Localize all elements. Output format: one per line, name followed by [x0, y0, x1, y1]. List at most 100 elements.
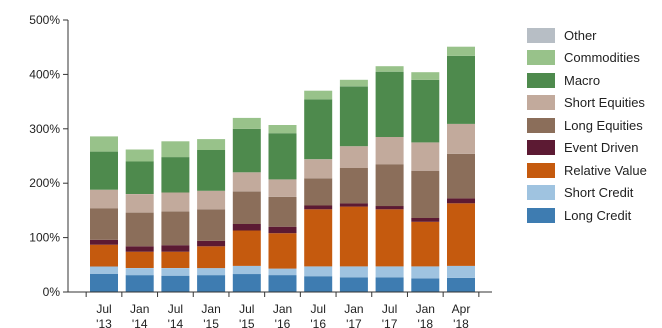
bar-segment: [125, 212, 154, 247]
bar-segment: [304, 266, 333, 277]
legend-label: Relative Value: [564, 162, 647, 178]
legend-swatch: [527, 185, 555, 201]
x-tick-label: Jan '15: [201, 302, 220, 328]
legend-item: Commodities: [527, 47, 647, 70]
legend-label: Short Credit: [564, 185, 634, 201]
bar-segment: [90, 208, 118, 240]
bar-segment: [161, 192, 190, 212]
bar-segment: [304, 159, 333, 179]
legend-label: Other: [564, 27, 597, 43]
bar-segment: [125, 194, 154, 213]
legend-label: Event Driven: [564, 140, 639, 156]
legend-swatch: [527, 72, 555, 88]
bar-segment: [197, 246, 226, 269]
legend-swatch: [527, 50, 555, 66]
bar-segment: [232, 274, 261, 292]
bar-segment: [411, 266, 440, 279]
bar-segment: [375, 209, 404, 267]
bar-segment: [125, 251, 154, 268]
bar-segment: [304, 209, 333, 267]
bar-segment: [90, 239, 118, 245]
x-tick-label: Jul '17: [382, 302, 398, 328]
bar-segment: [411, 79, 440, 143]
legend-item: Long Credit: [527, 204, 647, 227]
bar-segment: [232, 265, 261, 275]
x-tick-label: Jan '16: [273, 302, 292, 328]
bar-segment: [339, 168, 368, 204]
bar-segment: [375, 277, 404, 292]
bar-segment: [90, 274, 118, 292]
bar-segment: [375, 137, 404, 165]
bar-segment: [339, 277, 368, 292]
bar-segment: [197, 268, 226, 276]
legend-item: Other: [527, 24, 647, 47]
x-tick-label: Jul '14: [168, 302, 184, 328]
bar-segment: [268, 196, 297, 227]
bar-segment: [161, 268, 190, 276]
legend-item: Short Credit: [527, 182, 647, 205]
legend-swatch: [527, 162, 555, 178]
bar-segment: [232, 117, 261, 129]
bar-segment: [197, 139, 226, 150]
bar-segment: [232, 191, 261, 224]
bar-segment: [375, 66, 404, 72]
chart-legend: Other Commodities Macro Short Equities Long …: [527, 24, 647, 227]
bar-segment: [90, 136, 118, 152]
bar-segment: [232, 230, 261, 266]
x-tick-label: Jul '15: [239, 302, 255, 328]
bar-segment: [197, 209, 226, 241]
bar-segment: [197, 275, 226, 292]
legend-item: Event Driven: [527, 137, 647, 160]
bars-group: [90, 46, 475, 292]
bar-segment: [447, 265, 475, 278]
bar-segment: [232, 224, 261, 231]
x-tick-label: Jan '18: [416, 302, 435, 328]
y-tick-label: 100%: [29, 231, 60, 245]
bar-segment: [375, 164, 404, 207]
x-tick-label: Jan '17: [344, 302, 363, 328]
bar-segment: [375, 206, 404, 210]
bar-segment: [304, 90, 333, 100]
y-tick-label: 500%: [29, 13, 60, 27]
bar-segment: [304, 205, 333, 210]
bar-segment: [411, 221, 440, 267]
bar-segment: [125, 246, 154, 252]
bar-segment: [411, 142, 440, 171]
bar-segment: [161, 211, 190, 246]
y-tick-label: 400%: [29, 67, 60, 81]
bar-segment: [90, 266, 118, 274]
legend-swatch: [527, 27, 555, 43]
bar-segment: [339, 86, 368, 147]
bar-segment: [90, 244, 118, 267]
bar-segment: [447, 203, 475, 266]
bar-segment: [411, 72, 440, 80]
legend-label: Macro: [564, 72, 601, 88]
x-tick-label: Jul '13: [96, 302, 112, 328]
bar-segment: [232, 128, 261, 173]
bar-segment: [447, 198, 475, 204]
bar-segment: [232, 172, 261, 192]
bar-segment: [447, 46, 475, 56]
bar-segment: [268, 125, 297, 134]
legend-swatch: [527, 140, 555, 156]
bar-segment: [161, 275, 190, 292]
bar-segment: [268, 179, 297, 197]
legend-label: Long Equities: [564, 117, 643, 133]
x-tick-label: Jan '14: [130, 302, 149, 328]
bar-segment: [304, 178, 333, 206]
legend-item: Macro: [527, 69, 647, 92]
y-tick-label: 0%: [43, 285, 61, 299]
bar-segment: [304, 99, 333, 160]
x-tick-label: Apr '18: [452, 302, 471, 328]
bar-segment: [339, 206, 368, 267]
bar-segment: [339, 146, 368, 168]
y-tick-label: 300%: [29, 122, 60, 136]
bar-segment: [375, 266, 404, 278]
bar-segment: [268, 275, 297, 292]
legend-label: Short Equities: [564, 95, 645, 111]
bar-segment: [161, 245, 190, 252]
legend-label: Long Credit: [564, 207, 632, 223]
legend-item: Short Equities: [527, 92, 647, 115]
legend-label: Commodities: [564, 50, 640, 66]
bar-segment: [125, 161, 154, 194]
